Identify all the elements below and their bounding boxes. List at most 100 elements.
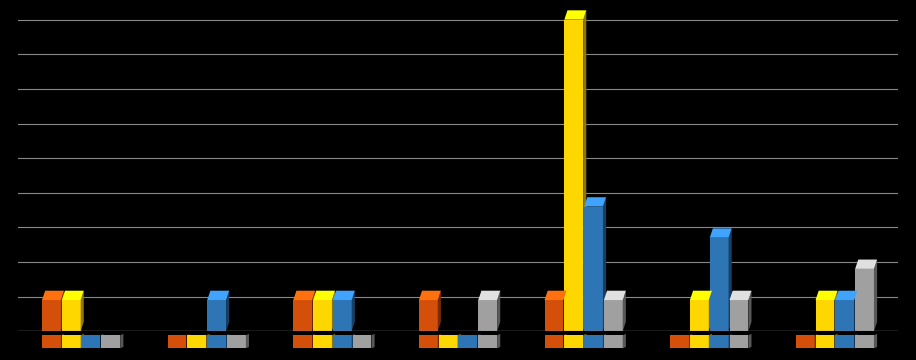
Polygon shape (748, 291, 751, 331)
Bar (690, 300, 709, 331)
Bar (710, 238, 728, 331)
Bar (710, 335, 728, 348)
Bar (856, 335, 874, 348)
Bar (353, 335, 372, 348)
Polygon shape (563, 291, 566, 331)
Polygon shape (834, 334, 837, 348)
Bar (729, 300, 748, 331)
Bar (188, 335, 206, 348)
Bar (584, 335, 603, 348)
Polygon shape (42, 291, 64, 300)
Bar (313, 300, 332, 331)
Polygon shape (332, 291, 335, 331)
Polygon shape (187, 334, 190, 348)
Bar (544, 335, 563, 348)
Bar (102, 335, 120, 348)
Bar (61, 335, 81, 348)
Polygon shape (563, 334, 566, 348)
Bar (835, 300, 855, 331)
Polygon shape (60, 334, 64, 348)
Polygon shape (815, 291, 837, 300)
Polygon shape (207, 291, 229, 300)
Polygon shape (81, 334, 83, 348)
Polygon shape (874, 260, 878, 331)
Polygon shape (623, 291, 626, 331)
Polygon shape (583, 10, 586, 331)
Polygon shape (457, 334, 461, 348)
Polygon shape (544, 291, 566, 300)
Bar (313, 335, 332, 348)
Bar (835, 335, 855, 348)
Polygon shape (814, 334, 818, 348)
Polygon shape (855, 334, 857, 348)
Polygon shape (438, 334, 441, 348)
Bar (82, 335, 101, 348)
Bar (459, 335, 477, 348)
Polygon shape (729, 291, 751, 300)
Polygon shape (60, 291, 64, 331)
Polygon shape (226, 291, 229, 331)
Polygon shape (312, 291, 315, 331)
Polygon shape (623, 334, 626, 348)
Polygon shape (293, 291, 315, 300)
Polygon shape (352, 334, 354, 348)
Bar (815, 300, 834, 331)
Bar (293, 300, 312, 331)
Polygon shape (332, 334, 335, 348)
Bar (207, 335, 226, 348)
Bar (604, 335, 623, 348)
Bar (729, 335, 748, 348)
Polygon shape (856, 260, 878, 269)
Bar (564, 20, 583, 331)
Polygon shape (497, 291, 500, 331)
Polygon shape (603, 334, 606, 348)
Polygon shape (478, 291, 500, 300)
Polygon shape (313, 291, 335, 300)
Bar (671, 335, 689, 348)
Polygon shape (81, 291, 83, 331)
Bar (42, 300, 60, 331)
Polygon shape (835, 291, 857, 300)
Bar (419, 300, 438, 331)
Polygon shape (689, 334, 692, 348)
Polygon shape (834, 291, 837, 331)
Bar (544, 300, 563, 331)
Polygon shape (372, 334, 375, 348)
Bar (796, 335, 814, 348)
Polygon shape (497, 334, 500, 348)
Bar (564, 335, 583, 348)
Polygon shape (333, 291, 354, 300)
Bar (478, 335, 497, 348)
Polygon shape (245, 334, 249, 348)
Polygon shape (748, 334, 751, 348)
Polygon shape (101, 334, 104, 348)
Polygon shape (603, 197, 606, 331)
Polygon shape (728, 228, 732, 331)
Bar (856, 269, 874, 331)
Polygon shape (120, 334, 124, 348)
Polygon shape (855, 291, 857, 331)
Polygon shape (438, 291, 441, 331)
Bar (227, 335, 245, 348)
Polygon shape (564, 10, 586, 20)
Polygon shape (312, 334, 315, 348)
Bar (815, 335, 834, 348)
Polygon shape (352, 291, 354, 331)
Bar (333, 335, 352, 348)
Bar (42, 335, 60, 348)
Bar (690, 335, 709, 348)
Polygon shape (583, 334, 586, 348)
Bar (604, 300, 623, 331)
Polygon shape (206, 334, 210, 348)
Polygon shape (61, 291, 83, 300)
Bar (168, 335, 187, 348)
Polygon shape (709, 334, 712, 348)
Polygon shape (710, 228, 732, 238)
Bar (478, 300, 497, 331)
Bar (419, 335, 438, 348)
Bar (293, 335, 312, 348)
Polygon shape (690, 291, 712, 300)
Bar (61, 300, 81, 331)
Polygon shape (709, 291, 712, 331)
Bar (584, 207, 603, 331)
